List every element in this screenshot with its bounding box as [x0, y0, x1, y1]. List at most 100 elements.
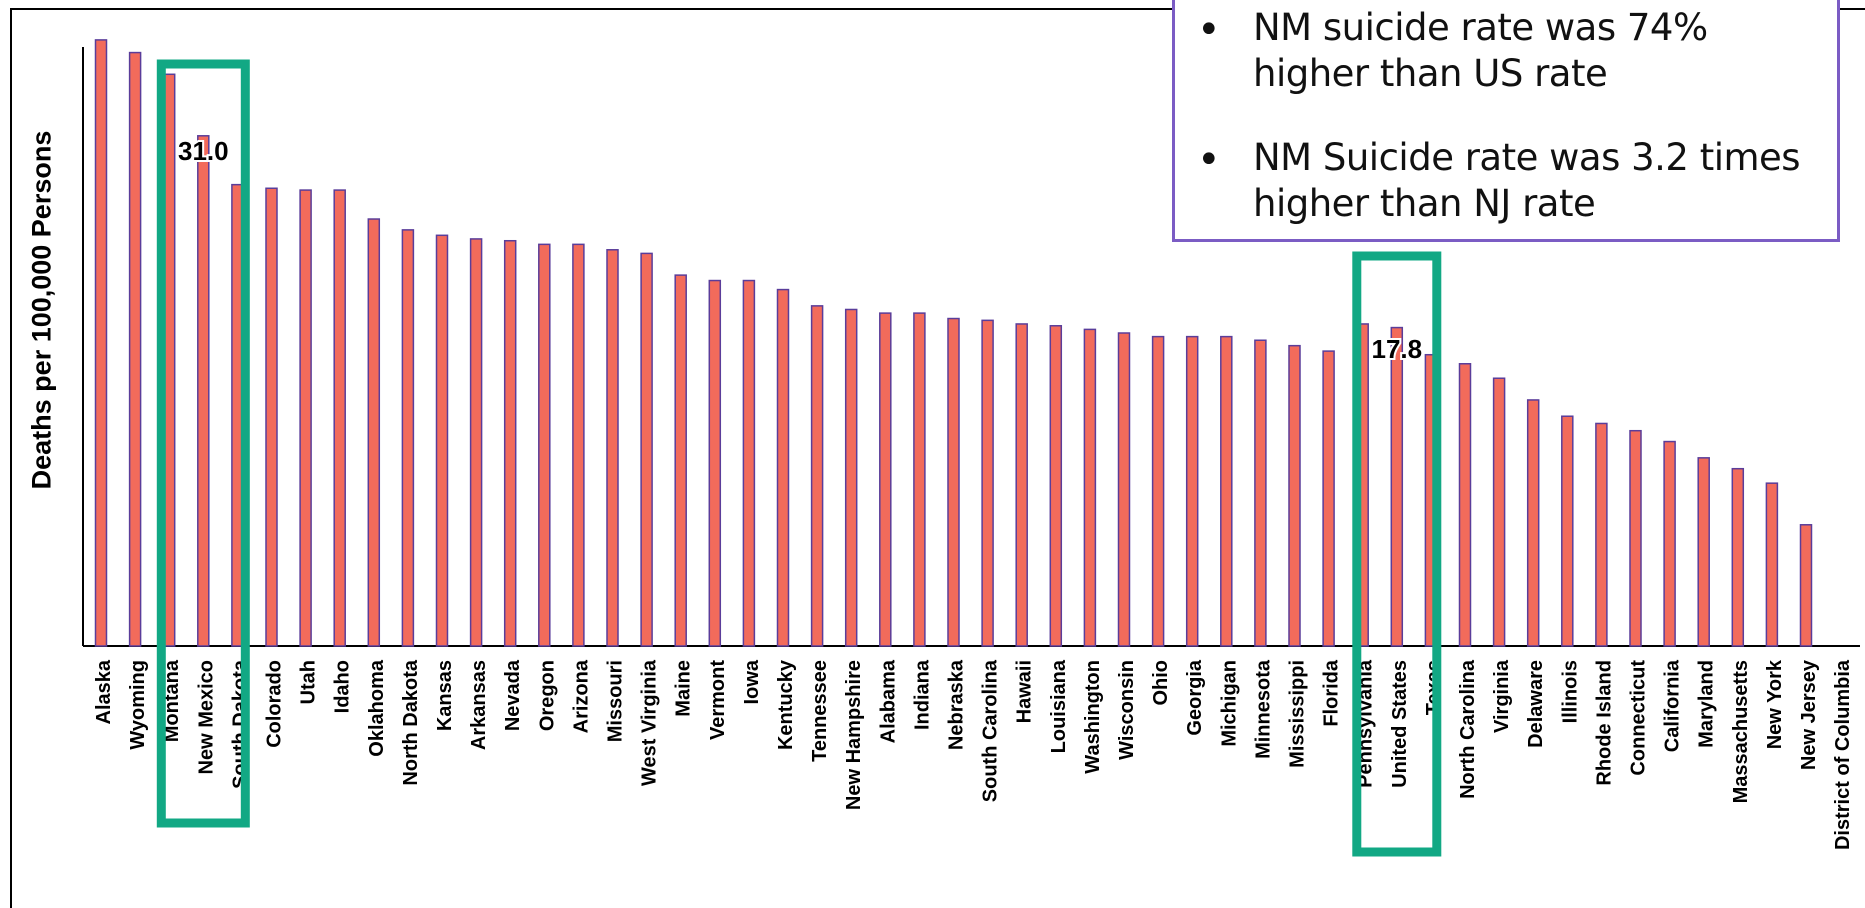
- x-tick-label-georgia: Georgia: [1184, 659, 1206, 735]
- bar-new-hampshire: [844, 308, 858, 647]
- x-tick-label-alabama: Alabama: [877, 659, 899, 743]
- bar-idaho: [333, 189, 346, 647]
- x-tick-label-indiana: Indiana: [911, 659, 933, 730]
- x-tick-label-hawaii: Hawaii: [1014, 660, 1036, 723]
- bar-virginia: [1492, 377, 1506, 647]
- bar-rhode-island: [1595, 422, 1608, 647]
- x-tick-label-district-of-columbia: District of Columbia: [1832, 659, 1854, 850]
- highlight-box-new-mexico: [156, 59, 250, 828]
- x-tick-label-illinois: Illinois: [1559, 660, 1581, 723]
- bar-vermont: [708, 279, 722, 647]
- bullet-icon: •: [1197, 7, 1221, 53]
- x-tick-label-tennessee: Tennessee: [809, 660, 831, 762]
- bar-north-carolina: [1458, 363, 1472, 647]
- bar-delaware: [1526, 399, 1540, 647]
- x-tick-label-maine: Maine: [673, 660, 695, 717]
- bar-alabama: [879, 312, 892, 647]
- x-tick-label-virginia: Virginia: [1491, 659, 1513, 733]
- note-nj-comparison: NM Suicide rate was 3.2 times higher tha…: [1253, 136, 1801, 225]
- bar-florida: [1322, 350, 1335, 647]
- bar-connecticut: [1629, 429, 1642, 647]
- notes-box: • NM suicide rate was 74% higher than US…: [1172, 0, 1840, 242]
- x-tick-label-west-virginia: West Virginia: [639, 659, 661, 786]
- bar-iowa: [742, 279, 756, 647]
- x-tick-label-new-york: New York: [1764, 659, 1786, 749]
- x-tick-label-north-carolina: North Carolina: [1457, 659, 1479, 799]
- x-tick-label-nevada: Nevada: [502, 659, 524, 731]
- bar-new-jersey: [1799, 524, 1813, 647]
- bar-maryland: [1697, 457, 1710, 647]
- x-tick-label-new-jersey: New Jersey: [1798, 659, 1820, 770]
- x-tick-label-wisconsin: Wisconsin: [1116, 660, 1138, 760]
- bar-louisiana: [1049, 325, 1063, 647]
- highlight-box-united-states: [1352, 251, 1442, 857]
- chart-frame: [10, 8, 1865, 908]
- bar-hawaii: [1015, 323, 1028, 647]
- x-tick-label-iowa: Iowa: [741, 659, 763, 704]
- bar-california: [1663, 440, 1676, 647]
- x-tick-label-south-carolina: South Carolina: [980, 659, 1002, 802]
- bar-minnesota: [1254, 339, 1267, 647]
- bar-maine: [674, 274, 687, 647]
- x-tick-label-minnesota: Minnesota: [1252, 659, 1274, 759]
- bar-new-york: [1765, 482, 1779, 647]
- bar-alaska: [94, 39, 108, 647]
- x-tick-label-nebraska: Nebraska: [946, 659, 968, 750]
- x-tick-label-massachusetts: Massachusetts: [1730, 660, 1752, 803]
- bar-wyoming: [128, 51, 142, 647]
- bar-kentucky: [776, 288, 790, 647]
- x-tick-label-florida: Florida: [1321, 659, 1343, 727]
- bar-utah: [299, 189, 312, 647]
- x-tick-label-washington: Washington: [1082, 660, 1104, 774]
- bullet-icon: •: [1197, 137, 1221, 183]
- x-tick-label-kentucky: Kentucky: [775, 659, 797, 750]
- bar-colorado: [265, 187, 278, 647]
- bar-wisconsin: [1117, 332, 1131, 647]
- x-tick-label-oklahoma: Oklahoma: [366, 659, 388, 757]
- bar-washington: [1083, 328, 1097, 647]
- x-tick-label-idaho: Idaho: [332, 660, 354, 713]
- x-tick-label-louisiana: Louisiana: [1048, 659, 1070, 753]
- bar-west-virginia: [640, 252, 653, 647]
- bar-arizona: [572, 243, 585, 647]
- bar-north-dakota: [401, 229, 415, 647]
- bar-missouri: [606, 249, 619, 647]
- x-tick-label-utah: Utah: [298, 660, 320, 704]
- bar-arkansas: [469, 238, 483, 647]
- x-tick-label-ohio: Ohio: [1150, 660, 1172, 706]
- x-tick-label-new-hampshire: New Hampshire: [843, 660, 865, 810]
- bar-indiana: [913, 312, 926, 647]
- x-tick-label-maryland: Maryland: [1696, 660, 1718, 748]
- x-tick-label-missouri: Missouri: [605, 660, 627, 742]
- bar-united-states: [1390, 326, 1404, 647]
- bar-georgia: [1185, 335, 1199, 647]
- bar-oregon: [538, 243, 551, 647]
- x-tick-label-colorado: Colorado: [264, 660, 286, 748]
- x-tick-label-rhode-island: Rhode Island: [1593, 660, 1615, 786]
- bar-michigan: [1220, 335, 1233, 647]
- bar-kansas: [435, 234, 449, 647]
- x-tick-label-wyoming: Wyoming: [127, 660, 149, 750]
- x-tick-label-vermont: Vermont: [707, 660, 729, 740]
- data-label-united-states: 17.8: [1371, 334, 1422, 364]
- bar-ohio: [1151, 335, 1165, 647]
- data-label-new-mexico: 31.0: [178, 136, 229, 166]
- note-us-comparison: NM suicide rate was 74% higher than US r…: [1253, 6, 1708, 95]
- x-tick-label-michigan: Michigan: [1218, 660, 1240, 747]
- bar-oklahoma: [367, 218, 381, 647]
- bar-new-mexico: [197, 135, 210, 647]
- bar-mississippi: [1288, 344, 1301, 647]
- bar-nebraska: [947, 317, 960, 647]
- x-tick-label-mississippi: Mississippi: [1287, 660, 1309, 768]
- x-tick-label-california: California: [1662, 659, 1684, 752]
- x-tick-label-kansas: Kansas: [434, 660, 456, 731]
- bar-illinois: [1561, 415, 1574, 647]
- x-tick-label-connecticut: Connecticut: [1628, 660, 1650, 776]
- bar-massachusetts: [1731, 467, 1745, 647]
- x-tick-label-oregon: Oregon: [536, 660, 558, 731]
- x-tick-label-new-mexico: New Mexico: [195, 660, 217, 774]
- x-tick-label-montana: Montana: [161, 659, 183, 742]
- bar-tennessee: [810, 305, 824, 647]
- x-tick-label-arizona: Arizona: [570, 659, 592, 733]
